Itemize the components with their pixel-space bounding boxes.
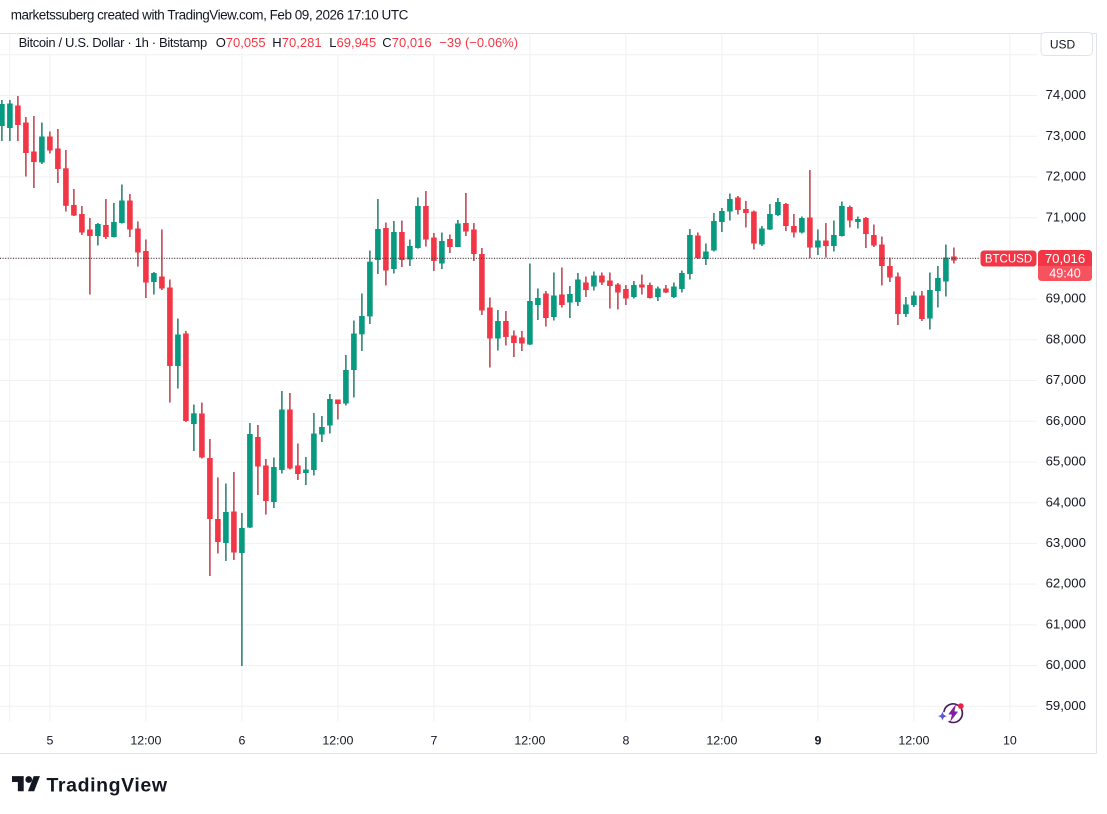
svg-text:Bitcoin / U.S. Dollar · 1h · B: Bitcoin / U.S. Dollar · 1h · Bitstamp — [19, 35, 207, 50]
svg-text:12:00: 12:00 — [898, 733, 929, 747]
svg-text:6: 6 — [238, 733, 245, 747]
svg-text:BTCUSD: BTCUSD — [985, 254, 1032, 266]
svg-text:H: H — [272, 35, 281, 50]
svg-text:61,000: 61,000 — [1046, 617, 1086, 632]
svg-text:8: 8 — [622, 733, 629, 747]
svg-text:12:00: 12:00 — [322, 733, 353, 747]
svg-text:70,055: 70,055 — [226, 35, 266, 50]
svg-text:USD: USD — [1050, 37, 1076, 51]
svg-text:9: 9 — [814, 733, 821, 747]
svg-text:7: 7 — [430, 733, 437, 747]
svg-text:−39 (−0.06%): −39 (−0.06%) — [439, 35, 518, 50]
svg-text:12:00: 12:00 — [130, 733, 161, 747]
svg-text:L: L — [329, 35, 336, 50]
svg-text:70,016: 70,016 — [392, 35, 432, 50]
svg-text:60,000: 60,000 — [1046, 657, 1086, 672]
svg-text:63,000: 63,000 — [1046, 535, 1086, 550]
svg-text:C: C — [382, 35, 391, 50]
svg-text:marketssuberg created with Tra: marketssuberg created with TradingView.c… — [11, 8, 409, 23]
svg-text:73,000: 73,000 — [1046, 128, 1086, 143]
svg-text:64,000: 64,000 — [1046, 494, 1086, 509]
svg-text:O: O — [216, 35, 226, 50]
svg-text:5: 5 — [46, 733, 53, 747]
svg-text:59,000: 59,000 — [1046, 698, 1086, 713]
svg-text:67,000: 67,000 — [1046, 372, 1086, 387]
svg-text:69,945: 69,945 — [337, 35, 377, 50]
svg-text:65,000: 65,000 — [1046, 454, 1086, 469]
svg-text:70,281: 70,281 — [282, 35, 322, 50]
svg-text:68,000: 68,000 — [1046, 331, 1086, 346]
svg-text:70,016: 70,016 — [1045, 251, 1085, 266]
svg-text:66,000: 66,000 — [1046, 413, 1086, 428]
svg-text:62,000: 62,000 — [1046, 576, 1086, 591]
svg-text:72,000: 72,000 — [1046, 169, 1086, 184]
svg-text:12:00: 12:00 — [706, 733, 737, 747]
svg-text:10: 10 — [1003, 733, 1017, 747]
svg-text:49:40: 49:40 — [1049, 266, 1081, 280]
svg-text:71,000: 71,000 — [1046, 209, 1086, 224]
svg-text:TradingView: TradingView — [47, 775, 168, 797]
svg-text:69,000: 69,000 — [1046, 291, 1086, 306]
svg-text:12:00: 12:00 — [514, 733, 545, 747]
svg-text:74,000: 74,000 — [1046, 87, 1086, 102]
